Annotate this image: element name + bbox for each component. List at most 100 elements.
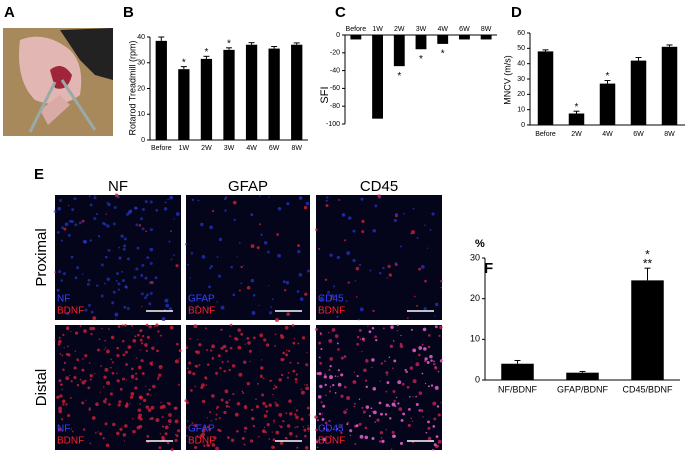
stain-dot <box>346 396 351 400</box>
stain-dot <box>409 396 411 398</box>
stain-dot <box>427 345 431 349</box>
stain-dot <box>440 402 442 404</box>
stain-dot <box>123 237 127 241</box>
stain-dot <box>329 386 332 388</box>
bar <box>630 60 647 125</box>
stain-dot <box>200 385 204 390</box>
stain-dot <box>410 328 413 331</box>
stain-dot <box>355 266 360 271</box>
stain-dot <box>360 197 364 201</box>
stain-dot <box>53 209 57 213</box>
stain-dot <box>307 269 310 273</box>
stain-dot <box>165 303 170 308</box>
stain-dot <box>298 196 303 200</box>
x-tick-label: 4W <box>437 26 448 33</box>
stain-dot <box>124 404 129 408</box>
stain-dot <box>134 335 137 338</box>
stain-dot <box>107 202 111 207</box>
stain-dot <box>314 415 318 419</box>
stain-dot <box>230 265 233 269</box>
stain-dot <box>228 406 231 408</box>
stain-dot <box>126 212 130 216</box>
stain-dot <box>436 405 440 408</box>
stain-dot <box>149 361 153 365</box>
stain-dot <box>215 446 219 451</box>
stain-dot <box>390 325 394 329</box>
stain-dot <box>144 276 148 280</box>
stain-dot <box>418 267 421 271</box>
stain-dot <box>304 434 307 438</box>
stain-dot <box>232 200 237 205</box>
stain-dot <box>233 218 236 221</box>
stain-dot <box>246 382 251 386</box>
stain-dot <box>353 405 356 408</box>
stain-dot <box>355 424 359 428</box>
stain-dot <box>326 428 329 431</box>
stain-dot <box>108 328 110 330</box>
micrograph <box>55 195 181 320</box>
stain-dot <box>433 443 437 447</box>
stain-dot <box>325 204 329 208</box>
stain-dot <box>122 247 126 251</box>
stain-dot <box>434 315 436 317</box>
stain-dot <box>81 219 85 223</box>
stain-dot <box>110 335 115 340</box>
stain-dot <box>272 439 275 442</box>
stain-dot <box>393 435 396 438</box>
stain-dot <box>95 402 99 407</box>
stain-dot <box>161 416 164 419</box>
stain-dot <box>105 349 110 354</box>
stain-dot <box>185 243 188 246</box>
stain-dot <box>225 349 228 353</box>
stain-dot <box>278 413 283 417</box>
stain-dot <box>291 323 295 327</box>
stain-dot <box>135 372 138 375</box>
stain-dot <box>420 409 424 413</box>
stain-dot <box>139 349 141 351</box>
stain-dot <box>320 401 323 404</box>
stain-dot <box>378 401 382 405</box>
y-tick-label: -80 <box>330 103 340 110</box>
stain-dot <box>418 346 423 350</box>
stain-dot <box>382 327 385 330</box>
panel-label: A <box>4 4 15 21</box>
stain-dot <box>332 383 335 387</box>
stain-dot <box>361 230 365 234</box>
x-tick-label: 2W <box>571 131 582 138</box>
stain-dot <box>177 429 181 433</box>
stain-dot <box>258 304 260 307</box>
stain-dot <box>242 392 245 395</box>
stain-dot <box>263 414 268 418</box>
stain-dot <box>346 423 349 426</box>
stain-dot <box>318 371 322 376</box>
stain-dot <box>57 342 61 346</box>
stain-dot <box>269 379 272 382</box>
stain-dot <box>393 359 397 363</box>
bar <box>291 44 303 140</box>
stain-dot <box>94 373 96 375</box>
stain-dot <box>255 405 260 409</box>
stain-dot <box>285 280 290 285</box>
stain-dot <box>269 311 273 315</box>
stain-dot <box>296 425 299 428</box>
stain-dot <box>376 418 380 422</box>
stain-dot <box>175 264 179 268</box>
stain-dot <box>173 254 176 257</box>
stain-dot <box>215 413 218 416</box>
stain-dot <box>298 273 303 277</box>
stain-dot <box>375 339 378 342</box>
stain-dot <box>364 379 368 382</box>
stain-dot <box>126 306 130 310</box>
stain-dot <box>211 344 216 349</box>
stain-dot <box>344 239 347 242</box>
stain-dot <box>114 318 117 320</box>
stain-dot <box>220 346 224 350</box>
stain-dot <box>318 356 321 359</box>
stain-dot <box>212 209 215 213</box>
stain-dot <box>430 384 434 387</box>
stain-dot <box>102 437 105 440</box>
stain-dot <box>157 330 160 333</box>
stain-dot <box>259 333 264 338</box>
stain-dot <box>285 412 288 415</box>
stain-dot <box>230 438 235 442</box>
